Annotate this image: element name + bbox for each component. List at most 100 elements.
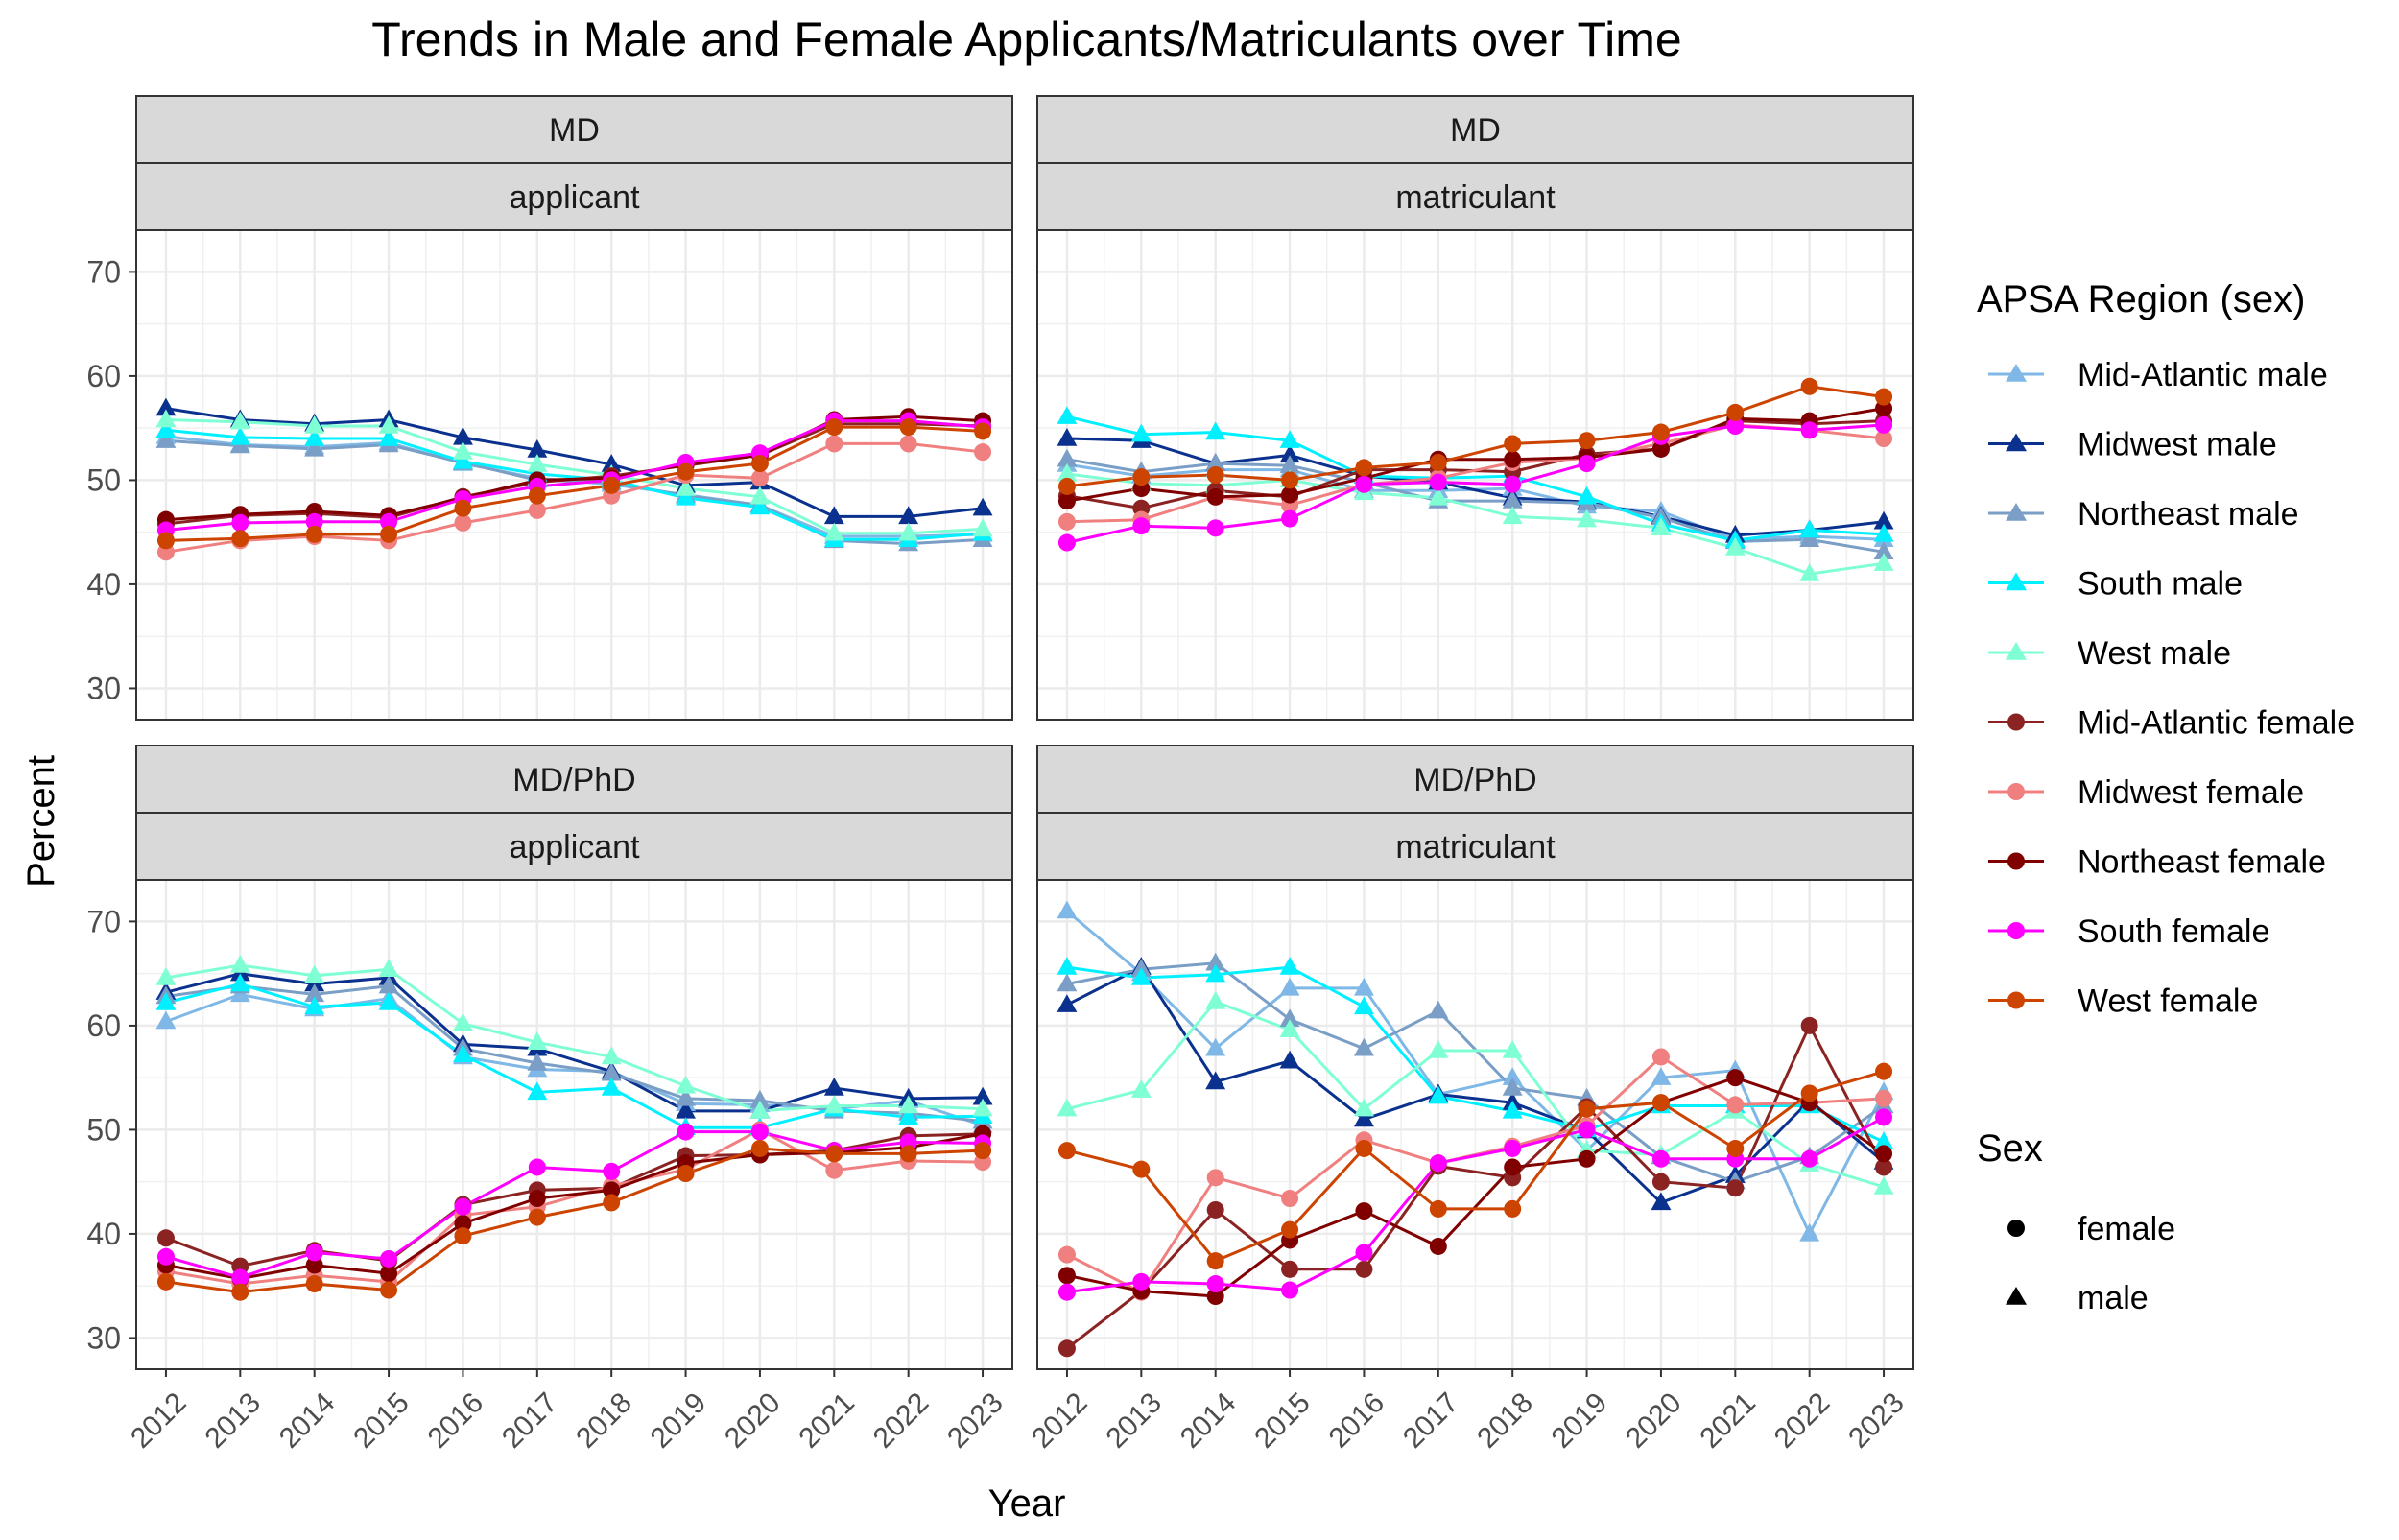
- series-line-midwest-male: [1066, 437, 1885, 537]
- point-west-female-2017: [528, 1208, 546, 1226]
- legend-entry-midwest-male: Midwest male: [1988, 427, 2277, 463]
- panel-border: [1036, 879, 1914, 1370]
- series-line-west-male: [1066, 472, 1885, 576]
- shape-legend-entry-female: female: [2007, 1211, 2175, 1247]
- point-west-female-2020: [1651, 1094, 1670, 1112]
- point-west-female-2013: [231, 1283, 249, 1301]
- x-tick-label: 2015: [1248, 1386, 1317, 1455]
- x-tick-label: 2012: [125, 1386, 193, 1455]
- series-line-west-male: [165, 418, 984, 535]
- point-northeast-female-2021: [1726, 1069, 1745, 1087]
- point-south-male-2020: [749, 496, 771, 515]
- point-west-female-2018: [603, 1194, 621, 1212]
- point-south-male-2015: [1279, 430, 1300, 448]
- point-northeast-male-2022: [1799, 529, 1820, 547]
- strip-bottom-box: [135, 812, 1013, 881]
- series-line-south-male: [165, 428, 984, 541]
- point-midwest-male-2014: [1205, 1071, 1226, 1090]
- point-west-female-2022: [899, 1145, 917, 1163]
- shape-legend-label: male: [2078, 1280, 2149, 1316]
- point-south-female-2015: [380, 512, 398, 531]
- legend-entry-west-female: West female: [1988, 983, 2258, 1020]
- series-line-northeast-male: [165, 438, 984, 546]
- point-west-male-2021: [823, 522, 844, 541]
- point-west-male-2014: [304, 964, 325, 983]
- point-west-male-2012: [155, 409, 177, 428]
- legend-entry-south-female: South female: [1988, 913, 2269, 950]
- x-tick-label: 2014: [273, 1386, 342, 1455]
- series-line-northeast-female: [165, 415, 984, 522]
- strip-top-label: MD/PhD: [1413, 762, 1536, 798]
- series-line-west-male: [165, 963, 984, 1113]
- point-south-female-2014: [305, 512, 323, 531]
- point-mid-atlantic-female-2015: [1281, 1260, 1299, 1278]
- point-west-male-2020: [749, 486, 771, 505]
- strip-bottom-label: matriculant: [1395, 179, 1556, 216]
- x-tick-label: 2018: [1471, 1386, 1539, 1455]
- point-midwest-male-2022: [898, 506, 919, 525]
- legend-layer: APSA Region (sex) Mid-Atlantic male Midwes…: [1977, 278, 2355, 1316]
- point-south-female-2016: [1355, 475, 1373, 493]
- y-tick-label: 40: [86, 567, 121, 602]
- panel-md-applicant: MD applicant 30 40 50 60 70: [86, 95, 1013, 721]
- point-south-male-2014: [304, 996, 325, 1015]
- strip-top-label: MD: [1450, 112, 1501, 149]
- legend-label: Northeast male: [2078, 496, 2299, 533]
- panel-border: [135, 879, 1013, 1370]
- point-west-male-2022: [1799, 563, 1820, 581]
- legend-title: APSA Region (sex): [1977, 278, 2305, 320]
- point-mid-atlantic-female-2016: [1355, 1260, 1373, 1278]
- point-west-female-2023: [1875, 388, 1893, 406]
- series-line-west-female: [1066, 385, 1885, 488]
- point-west-male-2023: [1873, 553, 1894, 571]
- point-south-male-2016: [453, 450, 473, 469]
- point-west-female-2013: [1132, 468, 1151, 486]
- point-midwest-female-2012: [1057, 1245, 1076, 1264]
- point-west-male-2015: [378, 959, 399, 977]
- panels-layer: MD applicant 30 40 50 60 70 MD matriculant MD/PhD…: [86, 95, 1914, 1455]
- point-south-male-2023: [1873, 523, 1894, 542]
- point-west-female-2012: [156, 1272, 175, 1291]
- point-south-male-2012: [155, 992, 177, 1010]
- legend-key-triangle: [2006, 364, 2027, 382]
- y-tick-label: 70: [86, 904, 121, 938]
- point-west-female-2016: [1355, 459, 1373, 477]
- point-south-male-2019: [676, 486, 696, 506]
- point-midwest-male-2017: [527, 439, 548, 458]
- legend-label: Midwest male: [2078, 427, 2277, 463]
- point-west-male-2014: [304, 415, 325, 434]
- x-axis-title: Year: [988, 1482, 1066, 1525]
- series-line-northeast-female: [1066, 407, 1885, 503]
- point-west-female-2014: [305, 525, 323, 543]
- legend-key-triangle: [2006, 642, 2027, 660]
- point-west-female-2015: [1281, 1220, 1299, 1239]
- point-mid-atlantic-male-2018: [1502, 1067, 1523, 1085]
- point-west-male-2013: [229, 955, 250, 973]
- point-west-female-2017: [1429, 1199, 1447, 1218]
- legend-entry-mid-atlantic-male: Mid-Atlantic male: [1988, 357, 2328, 393]
- point-south-male-2022: [1799, 519, 1820, 538]
- x-tick-label: 2013: [199, 1386, 267, 1455]
- y-tick-label: 50: [86, 462, 121, 497]
- point-west-male-2015: [1279, 1019, 1300, 1037]
- strip-top-label: MD/PhD: [512, 762, 635, 798]
- x-tick-label: 2017: [496, 1386, 564, 1455]
- point-west-male-2018: [601, 1046, 622, 1065]
- point-west-female-2022: [1800, 1084, 1818, 1102]
- series-line-south-female: [165, 1130, 984, 1280]
- point-midwest-female-2012: [1057, 512, 1076, 531]
- series-line-mid-atlantic-female: [1065, 1022, 1886, 1350]
- point-south-male-2016: [453, 1044, 473, 1062]
- point-northeast-male-2012: [1057, 973, 1078, 992]
- point-northeast-female-2018: [1504, 1158, 1522, 1176]
- point-northeast-female-2014: [305, 1256, 323, 1274]
- point-mid-atlantic-female-2022: [1800, 1016, 1818, 1034]
- point-midwest-male-2023: [972, 1086, 993, 1105]
- series-line-mid-atlantic-male: [1065, 910, 1886, 1238]
- legend-label: South male: [2078, 566, 2243, 603]
- point-northeast-female-2016: [1355, 1202, 1373, 1220]
- point-west-female-2012: [1057, 477, 1076, 495]
- y-tick-label: 60: [86, 1008, 121, 1043]
- point-northeast-female-2014: [1206, 1288, 1224, 1306]
- x-tick-label: 2021: [793, 1386, 861, 1455]
